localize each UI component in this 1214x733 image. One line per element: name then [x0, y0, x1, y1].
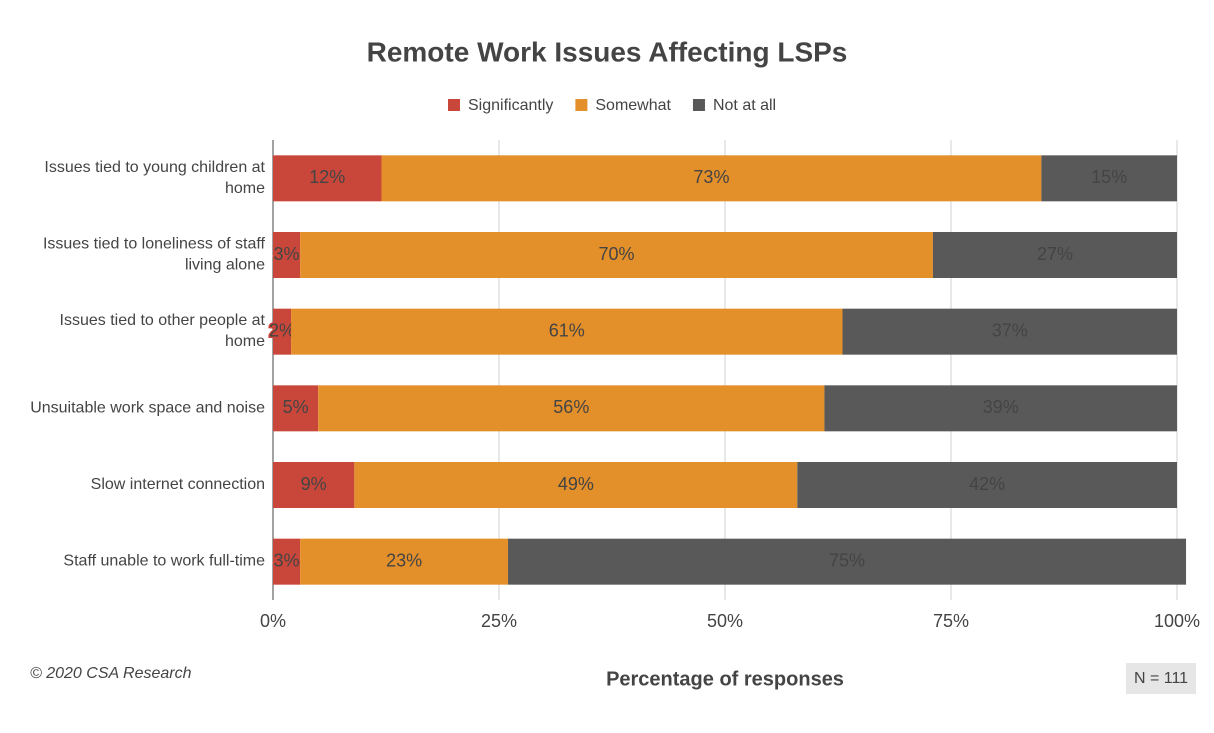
bar-segment: [824, 385, 1177, 432]
note: N = 111: [1134, 670, 1188, 687]
source: © 2020 CSA Research: [30, 665, 192, 682]
data-label: 2%: [269, 320, 295, 340]
y-tick-label: Unsuitable work space and noise: [30, 400, 265, 417]
bar-segment: [273, 308, 292, 355]
y-tick-label: Issues tied to young children at home: [44, 159, 265, 197]
bar-segment: [797, 462, 1177, 508]
legend-label: Significantly: [468, 97, 553, 114]
data-label: 61%: [549, 320, 585, 340]
data-label: 42%: [969, 474, 1005, 494]
bar-segment: [273, 385, 319, 432]
bar-segment: [273, 462, 355, 508]
y-tick-label: Slow internet connection: [91, 476, 265, 493]
x-tick-label: 100%: [1154, 611, 1200, 631]
y-tick-label: Issues tied to loneliness of staff living…: [43, 236, 266, 274]
data-label: 23%: [386, 550, 422, 570]
data-label: 27%: [1037, 244, 1073, 264]
data-label: 3%: [274, 244, 300, 264]
bar-segment: [273, 538, 301, 585]
data-label: 5%: [283, 397, 309, 417]
data-label: 15%: [1091, 167, 1127, 187]
x-tick-label: 0%: [260, 611, 286, 631]
data-label: 75%: [829, 550, 865, 570]
bar-segment: [508, 538, 1187, 585]
chart-title: Remote Work Issues Affecting LSPs: [367, 36, 848, 67]
legend-label: Somewhat: [595, 97, 671, 114]
data-label: 37%: [992, 320, 1028, 340]
x-tick-label: 25%: [481, 611, 517, 631]
data-label: 9%: [301, 474, 327, 494]
bar-segment: [1041, 155, 1177, 202]
bar-segment: [318, 385, 825, 432]
bar-segment: [273, 232, 301, 278]
note-box: [1126, 663, 1196, 694]
legend-label: Not at all: [713, 97, 776, 114]
data-label: 12%: [309, 167, 345, 187]
x-tick-label: 75%: [933, 611, 969, 631]
bar-segment: [273, 155, 382, 202]
data-label: 49%: [558, 474, 594, 494]
data-label: 56%: [553, 397, 589, 417]
bar-segment: [932, 232, 1177, 278]
legend-swatch: [448, 99, 460, 111]
data-label: 39%: [983, 397, 1019, 417]
bar-segment: [381, 155, 1042, 202]
bar-segment: [842, 308, 1177, 355]
x-tick-label: 50%: [707, 611, 743, 631]
bar-segment: [300, 232, 933, 278]
y-tick-label: Issues tied to other people at home: [60, 312, 266, 350]
bar-segment: [300, 538, 509, 585]
data-label: 3%: [274, 550, 300, 570]
legend-swatch: [575, 99, 588, 111]
bar-segment: [291, 308, 843, 355]
y-tick-label: Staff unable to work full-time: [63, 553, 265, 570]
data-label: 70%: [599, 244, 635, 264]
data-label: 73%: [693, 167, 729, 187]
x-axis-label: Percentage of responses: [606, 668, 844, 690]
bar-segment: [354, 462, 798, 508]
legend-swatch: [692, 99, 705, 111]
